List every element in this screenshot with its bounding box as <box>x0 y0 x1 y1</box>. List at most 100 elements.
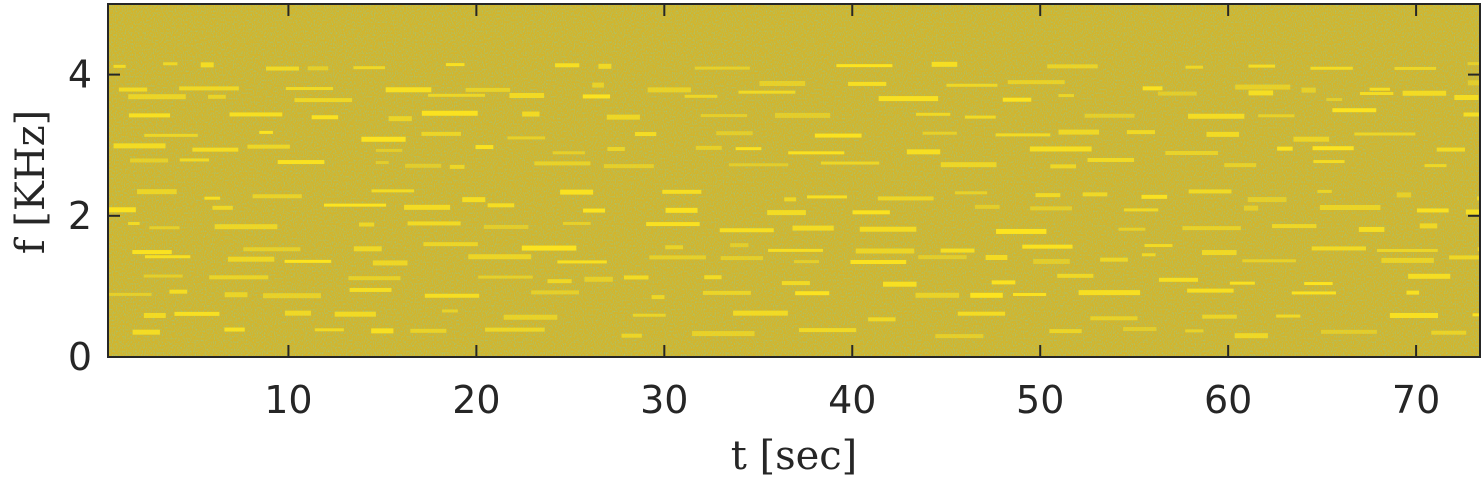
harmonic-streak <box>940 248 975 253</box>
harmonic-streak <box>1206 131 1240 137</box>
harmonic-streak <box>353 246 382 252</box>
harmonic-streak <box>169 289 188 294</box>
harmonic-streak <box>353 66 385 70</box>
harmonic-streak <box>964 115 996 119</box>
harmonic-streak <box>1202 314 1237 319</box>
harmonic-streak <box>793 260 819 264</box>
harmonic-streak <box>1326 98 1343 102</box>
harmonic-streak <box>1247 197 1287 203</box>
harmonic-streak <box>1293 136 1330 142</box>
x-tick-label: 10 <box>264 378 312 422</box>
harmonic-streak <box>212 205 233 210</box>
harmonic-streak <box>1165 151 1218 156</box>
harmonic-streak <box>1408 273 1451 279</box>
harmonic-streak <box>878 96 939 102</box>
harmonic-streak <box>229 112 283 117</box>
harmonic-streak <box>421 110 478 116</box>
harmonic-streak <box>1123 327 1157 332</box>
harmonic-streak <box>259 130 273 134</box>
harmonic-streak <box>665 245 684 250</box>
harmonic-streak <box>662 189 702 194</box>
harmonic-streak <box>1431 330 1467 335</box>
harmonic-streak <box>465 87 511 92</box>
harmonic-streak <box>1229 281 1255 285</box>
harmonic-streak <box>592 82 604 88</box>
harmonic-streak <box>1234 333 1268 339</box>
harmonic-streak <box>1123 208 1159 212</box>
harmonic-streak <box>1313 160 1345 164</box>
harmonic-streak <box>1424 164 1447 168</box>
harmonic-streak <box>388 116 412 122</box>
harmonic-streak <box>768 248 823 252</box>
harmonic-streak <box>375 161 389 165</box>
harmonic-streak <box>1007 80 1065 85</box>
harmonic-streak <box>1381 257 1434 263</box>
harmonic-streak <box>974 204 1000 209</box>
harmonic-streak <box>1013 292 1047 296</box>
harmonic-streak <box>1369 87 1390 91</box>
harmonic-streak <box>449 164 465 169</box>
harmonic-streak <box>284 310 312 316</box>
harmonic-streak <box>1402 90 1447 96</box>
x-axis-label: t [sec] <box>731 433 858 479</box>
plot-frame <box>107 3 1481 358</box>
harmonic-streak <box>1277 146 1293 151</box>
harmonic-streak <box>647 87 691 93</box>
harmonic-streak <box>144 255 191 259</box>
harmonic-streak <box>174 311 220 316</box>
harmonic-streak <box>405 163 442 168</box>
harmonic-streak <box>478 275 533 279</box>
harmonic-streak <box>820 161 880 165</box>
harmonic-streak <box>784 197 797 202</box>
harmonic-streak <box>1359 92 1394 96</box>
harmonic-streak <box>1082 192 1108 197</box>
harmonic-streak <box>646 222 700 227</box>
harmonic-streak <box>285 87 334 91</box>
harmonic-streak <box>1358 226 1385 232</box>
harmonic-streak <box>781 281 810 286</box>
harmonic-streak <box>179 86 239 91</box>
harmonic-streak <box>1419 223 1438 229</box>
harmonic-streak <box>428 93 486 97</box>
harmonic-streak <box>323 203 387 207</box>
harmonic-streak <box>759 80 806 86</box>
x-tick-label: 20 <box>452 378 500 422</box>
harmonic-streak <box>227 256 275 262</box>
harmonic-streak <box>509 93 545 99</box>
harmonic-streak <box>547 279 572 284</box>
harmonic-streak <box>1057 273 1094 278</box>
harmonic-streak <box>855 248 915 254</box>
harmonic-streak <box>1158 277 1199 282</box>
harmonic-streak <box>371 189 415 193</box>
harmonic-streak <box>1467 62 1480 66</box>
harmonic-streak <box>603 164 654 169</box>
harmonic-streak <box>1141 194 1168 199</box>
harmonic-streak <box>1310 66 1353 70</box>
harmonic-streak <box>372 260 408 266</box>
harmonic-streak <box>503 314 558 320</box>
y-axis: 0 2 4 <box>68 53 1480 379</box>
harmonic-streak <box>359 222 375 227</box>
x-tick-label: 40 <box>828 378 876 422</box>
x-tick-label: 70 <box>1392 378 1440 422</box>
harmonic-streak <box>130 158 169 163</box>
harmonic-streak <box>806 195 848 199</box>
spectrogram-noise-texture <box>108 4 1480 357</box>
harmonic-streak <box>534 161 591 166</box>
harmonic-streak <box>404 204 451 210</box>
harmonic-streak <box>128 113 171 118</box>
harmonic-streak <box>621 333 642 338</box>
harmonic-streak <box>716 131 753 136</box>
harmonic-streak <box>113 143 166 149</box>
harmonic-streak <box>1472 313 1480 317</box>
harmonic-streak <box>1304 282 1333 286</box>
harmonic-streak <box>1312 146 1354 151</box>
harmonic-streak <box>720 256 763 261</box>
harmonic-streak <box>719 228 774 233</box>
harmonic-streak <box>485 327 545 332</box>
harmonic-streak <box>552 151 585 155</box>
harmonic-streak <box>859 226 917 232</box>
harmonic-streak <box>1142 86 1163 91</box>
harmonic-streak <box>334 311 376 317</box>
harmonic-streak <box>555 63 580 68</box>
